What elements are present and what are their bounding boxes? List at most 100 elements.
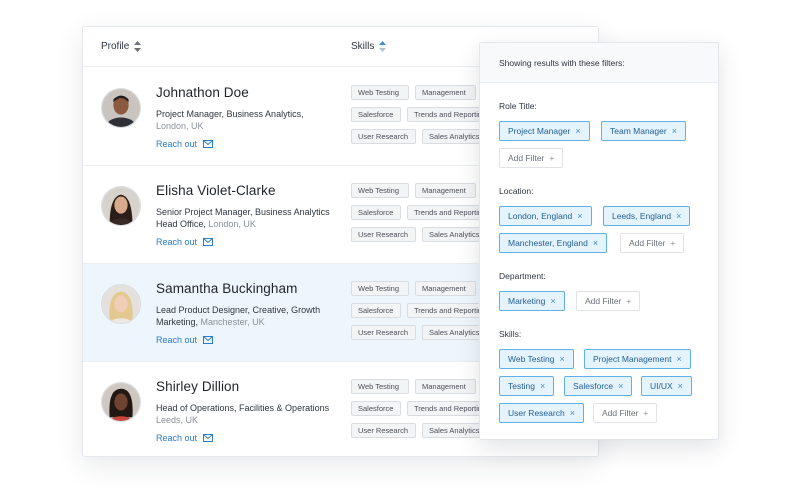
close-icon[interactable]: × <box>676 354 682 364</box>
filter-tag[interactable]: Project Manager × <box>499 121 590 141</box>
envelope-icon <box>203 434 214 442</box>
filter-tag-label: Salesforce <box>573 381 614 391</box>
filter-tag[interactable]: Web Testing × <box>499 349 574 369</box>
filter-panel-title: Showing results with these filters: <box>499 58 625 68</box>
skill-chip: Management <box>415 85 476 100</box>
person-role: Project Manager, Business Analytics, Lon… <box>156 108 336 132</box>
skill-chip: User Research <box>351 227 416 242</box>
filter-panel: Showing results with these filters: Role… <box>479 42 719 440</box>
filter-tag[interactable]: Team Manager × <box>601 121 686 141</box>
add-filter-button[interactable]: Add Filter + <box>593 403 658 423</box>
skill-chip: Salesforce <box>351 107 401 122</box>
reach-out-link[interactable]: Reach out <box>156 335 214 345</box>
filter-group-label-department: Department: <box>499 271 546 281</box>
skill-chip: Salesforce <box>351 205 401 220</box>
add-filter-label: Add Filter <box>602 408 639 418</box>
filter-tag-label: London, England <box>508 211 573 221</box>
skill-chip: Web Testing <box>351 183 409 198</box>
filter-tag-label: Web Testing <box>508 354 555 364</box>
person-location: Manchester, UK <box>200 317 265 327</box>
person-role-text: Head of Operations, Facilities & Operati… <box>156 403 330 413</box>
filter-tag[interactable]: Marketing × <box>499 291 565 311</box>
filter-tag-label: Manchester, England <box>508 238 588 248</box>
close-icon[interactable]: × <box>677 381 683 391</box>
filter-tag[interactable]: UI/UX × <box>641 376 692 396</box>
filter-tag-label: Testing <box>508 381 535 391</box>
person-role-text: Lead Product Designer, Creative, Growth <box>156 305 321 315</box>
reach-out-label: Reach out <box>156 433 198 443</box>
person-role-text: Senior Project Manager, Business Analyti… <box>156 207 330 217</box>
envelope-icon <box>203 140 214 148</box>
reach-out-label: Reach out <box>156 335 198 345</box>
column-header-profile[interactable]: Profile <box>101 41 142 52</box>
add-filter-label: Add Filter <box>629 238 666 248</box>
skill-chip: Trends and Reporting <box>407 303 487 318</box>
add-filter-button[interactable]: Add Filter + <box>620 233 685 253</box>
filter-tag[interactable]: London, England × <box>499 206 592 226</box>
table-row: Shirley Dillion Head of Operations, Faci… <box>83 362 598 456</box>
filter-group-label-location: Location: <box>499 186 534 196</box>
filter-tag[interactable]: User Research × <box>499 403 584 423</box>
add-filter-button[interactable]: Add Filter + <box>499 148 564 168</box>
person-name[interactable]: Samantha Buckingham <box>156 281 298 296</box>
skill-chip: Management <box>415 281 476 296</box>
skill-chip: User Research <box>351 325 416 340</box>
close-icon[interactable]: × <box>550 296 556 306</box>
reach-out-link[interactable]: Reach out <box>156 433 214 443</box>
person-name[interactable]: Johnathon Doe <box>156 85 249 100</box>
close-icon[interactable]: × <box>539 381 546 391</box>
skill-chip: Trends and Reporting <box>407 205 487 220</box>
filter-tag-label: Team Manager <box>610 126 667 136</box>
reach-out-label: Reach out <box>156 139 198 149</box>
person-role: Lead Product Designer, Creative, Growth … <box>156 304 336 328</box>
skill-chip: Management <box>415 183 476 198</box>
filter-tag[interactable]: Testing × <box>499 376 555 396</box>
close-icon[interactable]: × <box>569 408 575 418</box>
close-icon[interactable]: × <box>559 354 565 364</box>
person-role: Head of Operations, Facilities & Operati… <box>156 402 336 426</box>
sort-arrows-icon[interactable] <box>134 41 142 52</box>
filter-tag[interactable]: Salesforce × <box>564 376 633 396</box>
column-header-skills[interactable]: Skills <box>351 41 387 52</box>
table-header: Profile Skills <box>83 27 598 67</box>
skill-chip: Trends and Reporting <box>407 401 487 416</box>
person-role: Senior Project Manager, Business Analyti… <box>156 206 336 230</box>
filter-group-label-role: Role Title: <box>499 101 537 111</box>
person-role-text-2: Marketing, <box>156 317 199 327</box>
reach-out-link[interactable]: Reach out <box>156 237 214 247</box>
skill-chip: Management <box>415 379 476 394</box>
avatar <box>101 88 141 128</box>
filter-tag-label: User Research <box>508 408 565 418</box>
filter-tag[interactable]: Project Management × <box>584 349 691 369</box>
table-row: Johnathon Doe Project Manager, Business … <box>83 68 598 166</box>
column-header-skills-label: Skills <box>351 41 375 52</box>
plus-icon: + <box>670 238 676 248</box>
plus-icon: + <box>643 408 649 418</box>
close-icon[interactable]: × <box>671 126 677 136</box>
sort-arrows-icon[interactable] <box>379 41 387 52</box>
add-filter-label: Add Filter <box>585 296 622 306</box>
person-name[interactable]: Shirley Dillion <box>156 379 240 394</box>
close-icon[interactable]: × <box>618 381 624 391</box>
filter-tag[interactable]: Manchester, England × <box>499 233 608 253</box>
filter-tag[interactable]: Leeds, England × <box>603 206 691 226</box>
person-role-text: Project Manager, Business Analytics, <box>156 109 304 119</box>
close-icon[interactable]: × <box>592 238 599 248</box>
person-location: Leeds, UK <box>156 415 199 425</box>
skill-chip: Trends and Reporting <box>407 107 487 122</box>
person-role-line2: Marketing, Manchester, UK <box>156 316 336 328</box>
skill-chip: Salesforce <box>351 401 401 416</box>
envelope-icon <box>203 238 214 246</box>
envelope-icon <box>203 336 214 344</box>
filter-group-label-skills: Skills: <box>499 329 522 339</box>
add-filter-button[interactable]: Add Filter + <box>576 291 641 311</box>
person-location: London, UK <box>156 121 204 131</box>
skill-chip: User Research <box>351 423 416 438</box>
filter-tag-label: Leeds, England <box>612 211 672 221</box>
reach-out-link[interactable]: Reach out <box>156 139 214 149</box>
close-icon[interactable]: × <box>577 211 583 221</box>
close-icon[interactable]: × <box>676 211 682 221</box>
close-icon[interactable]: × <box>575 126 581 136</box>
person-role-line2: Head Office, London, UK <box>156 218 336 230</box>
person-name[interactable]: Elisha Violet-Clarke <box>156 183 276 198</box>
